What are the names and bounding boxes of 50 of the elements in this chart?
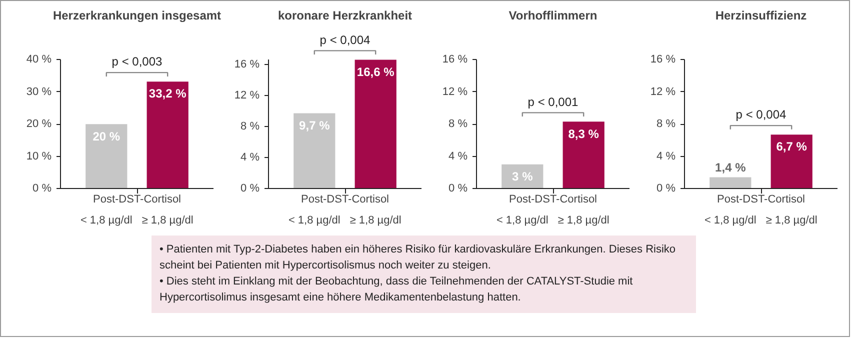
data-label: 3 % bbox=[512, 170, 534, 184]
y-tick-label: 12 % bbox=[234, 89, 260, 102]
x-tick-label: ≥ 1,8 µg/dl bbox=[350, 214, 402, 226]
data-label: 8,3 % bbox=[568, 126, 600, 141]
x-tick-label: ≥ 1,8 µg/dl bbox=[558, 214, 610, 226]
y-tick-label: 4 % bbox=[240, 151, 260, 164]
chart-title: Herzinsuffizienz bbox=[715, 8, 807, 22]
text: p < 0,004 bbox=[320, 32, 371, 47]
x-axis-title: Post-DST-Cortisol bbox=[508, 194, 598, 206]
y-tick-label: 0 % bbox=[240, 182, 260, 194]
y-tick-label: 20 % bbox=[26, 118, 52, 130]
y-tick-label: 16 % bbox=[442, 54, 468, 66]
y-tick-label: 8 % bbox=[656, 118, 676, 130]
y-tick-label: 0 % bbox=[656, 182, 676, 194]
y-tick-label: 16 % bbox=[234, 58, 260, 70]
y-tick-label: 12 % bbox=[650, 86, 676, 98]
y-tick-label: 12 % bbox=[442, 86, 468, 98]
data-label: 33,2 % bbox=[148, 86, 187, 101]
y-tick-label: 8 % bbox=[240, 120, 260, 132]
data-label: 9,7 % bbox=[299, 118, 330, 132]
y-tick-label: 4 % bbox=[656, 150, 676, 162]
y-tick-label: 40 % bbox=[26, 54, 52, 66]
data-label: 1,4 % bbox=[715, 160, 746, 175]
annotation: p < 0,004 bbox=[736, 108, 787, 122]
chart-title: Vorhofflimmern bbox=[508, 8, 598, 22]
y-tick-label: 8 % bbox=[448, 118, 468, 130]
annotation: p < 0,003 bbox=[112, 54, 163, 69]
data-label: 20 % bbox=[92, 129, 120, 144]
x-tick-label: ≥ 1,8 µg/dl bbox=[766, 214, 818, 226]
y-tick-label: 0 % bbox=[448, 182, 468, 194]
x-axis-title: Post-DST-Cortisol bbox=[300, 194, 390, 206]
data-label: 16,6 % bbox=[356, 64, 395, 79]
x-tick-label: < 1,8 µg/dl bbox=[80, 214, 132, 226]
y-tick-label: 4 % bbox=[448, 150, 468, 162]
y-tick-label: 30 % bbox=[26, 86, 52, 98]
x-tick-label: < 1,8 µg/dl bbox=[704, 214, 756, 226]
data-label: 6,7 % bbox=[776, 140, 808, 154]
x-tick-label: ≥ 1,8 µg/dl bbox=[142, 214, 194, 226]
text: • Patienten mit Typ-2-Diabetes haben ein höheres Risiko für kardiovaskuläre Erkrankungen. Dieses Risiko scheint bei Patienten mit Hypercortisolismus noch weiter zu steigen. bbox=[160, 244, 676, 272]
y-tick-label: 16 % bbox=[650, 54, 676, 66]
chart-title: Herzerkrankungen insgesamt bbox=[52, 8, 222, 22]
annotation: p < 0,001 bbox=[528, 94, 579, 109]
y-tick-label: 0 % bbox=[32, 182, 52, 194]
x-axis-title: Post-DST-Cortisol bbox=[92, 194, 182, 206]
chart-title: koronare Herzkrankheit bbox=[278, 8, 412, 22]
x-axis-title: Post-DST-Cortisol bbox=[716, 194, 806, 206]
text: • Dies steht im Einklang mit der Beobachtung, dass die Teilnehmenden der CATALYST-Studie mit Hypercortisolimus insgesamt eine höhere Medikamentenbelastung hatten. bbox=[160, 276, 633, 304]
y-tick-label: 10 % bbox=[26, 150, 52, 162]
x-tick-label: < 1,8 µg/dl bbox=[288, 214, 340, 226]
x-tick-label: < 1,8 µg/dl bbox=[496, 214, 548, 226]
